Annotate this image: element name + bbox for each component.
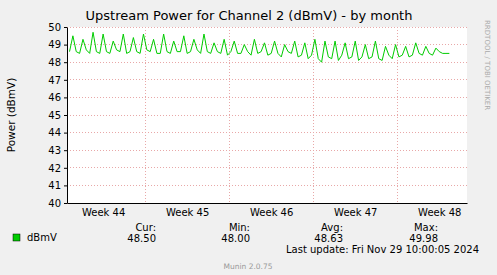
last-update: Last update: Fri Nov 29 10:00:05 2024	[286, 244, 479, 255]
y-axis-title: Power (dBmV)	[5, 78, 17, 153]
y-tick: 43	[48, 145, 67, 156]
x-tick-label: Week 45	[166, 207, 209, 218]
y-tick-label: 43	[48, 145, 61, 156]
x-tick: Week 44	[82, 203, 125, 218]
y-grid-line	[67, 132, 467, 133]
y-grid-line	[67, 62, 467, 63]
y-tick-mark	[64, 45, 67, 46]
y-tick-label: 45	[48, 110, 61, 121]
grid	[67, 27, 467, 203]
x-grid-line	[313, 27, 314, 203]
y-tick-label: 44	[48, 127, 61, 138]
y-tick-mark	[64, 168, 67, 169]
y-tick: 40	[48, 198, 67, 209]
x-axis: Week 44 Week 45 Week 46 Week 47 Week 48	[68, 203, 468, 218]
y-grid-line	[67, 203, 467, 204]
legend-label: dBmV	[27, 232, 57, 243]
watermark: RRDTOOL / TOBI OETIKER	[483, 20, 491, 110]
y-tick-mark	[64, 115, 67, 116]
y-tick-label: 40	[48, 198, 61, 209]
y-tick-label: 41	[48, 180, 61, 191]
y-tick-mark	[64, 203, 67, 204]
x-grid-line	[145, 27, 146, 203]
x-tick: Week 48	[418, 203, 461, 218]
background	[0, 0, 497, 275]
y-tick-label: 48	[48, 57, 61, 68]
x-tick-label: Week 48	[418, 207, 461, 218]
y-tick: 49	[48, 39, 67, 50]
y-tick: 42	[48, 163, 67, 174]
series-line	[70, 32, 450, 62]
y-tick-label: 50	[48, 22, 61, 33]
title: Upstream Power for Channel 2 (dBmV) - by…	[86, 8, 413, 23]
y-grid-line	[67, 97, 467, 98]
y-tick-label: 46	[48, 92, 61, 103]
y-grid-line	[67, 115, 467, 116]
y-tick: 48	[48, 57, 67, 68]
y-tick-mark	[64, 185, 67, 186]
stat-name: Cur:	[135, 222, 156, 233]
y-tick-mark	[64, 62, 67, 63]
x-tick-label: Week 47	[334, 207, 377, 218]
y-grid-line	[67, 185, 467, 186]
y-tick-mark	[64, 150, 67, 151]
series-group	[70, 32, 450, 62]
stat-name: Avg:	[321, 222, 343, 233]
x-axis-line	[68, 203, 468, 204]
stat-value: 48.63	[314, 233, 343, 244]
x-tick-label: Week 44	[82, 207, 125, 218]
chart: 4041424344454647484950Week 44Week 45Week…	[0, 0, 497, 275]
y-tick: 44	[48, 127, 67, 138]
stat-name: Min:	[229, 222, 250, 233]
stat-name: Max:	[414, 222, 438, 233]
y-tick-label: 42	[48, 163, 61, 174]
y-grid-line	[67, 150, 467, 151]
y-tick-mark	[64, 80, 67, 81]
y-tick: 41	[48, 180, 67, 191]
y-tick-mark	[64, 27, 67, 28]
y-grid-line	[67, 79, 467, 80]
x-tick: Week 47	[334, 203, 377, 218]
y-tick-label: 49	[48, 39, 61, 50]
y-tick: 47	[48, 75, 67, 86]
x-tick: Week 46	[250, 203, 293, 218]
x-tick-label: Week 46	[250, 207, 293, 218]
stat-value: 48.00	[221, 233, 250, 244]
y-tick: 46	[48, 92, 67, 103]
y-grid-line	[67, 44, 467, 45]
y-tick-mark	[64, 97, 67, 98]
y-tick: 50	[48, 22, 67, 33]
x-tick: Week 45	[166, 203, 209, 218]
y-axis: 40 41 42 43 44 45 46 47 48 49 50	[48, 22, 67, 209]
legend-swatch	[13, 234, 20, 241]
y-axis-line	[67, 28, 68, 204]
plot-area	[67, 27, 467, 203]
y-tick-label: 47	[48, 75, 61, 86]
y-tick-mark	[64, 133, 67, 134]
stat-value: 48.50	[127, 233, 156, 244]
y-grid-line	[67, 167, 467, 168]
y-grid-line	[67, 27, 467, 28]
y-tick: 45	[48, 110, 67, 121]
stat-value: 49.98	[409, 233, 438, 244]
footer: Munin 2.0.75	[223, 262, 272, 271]
